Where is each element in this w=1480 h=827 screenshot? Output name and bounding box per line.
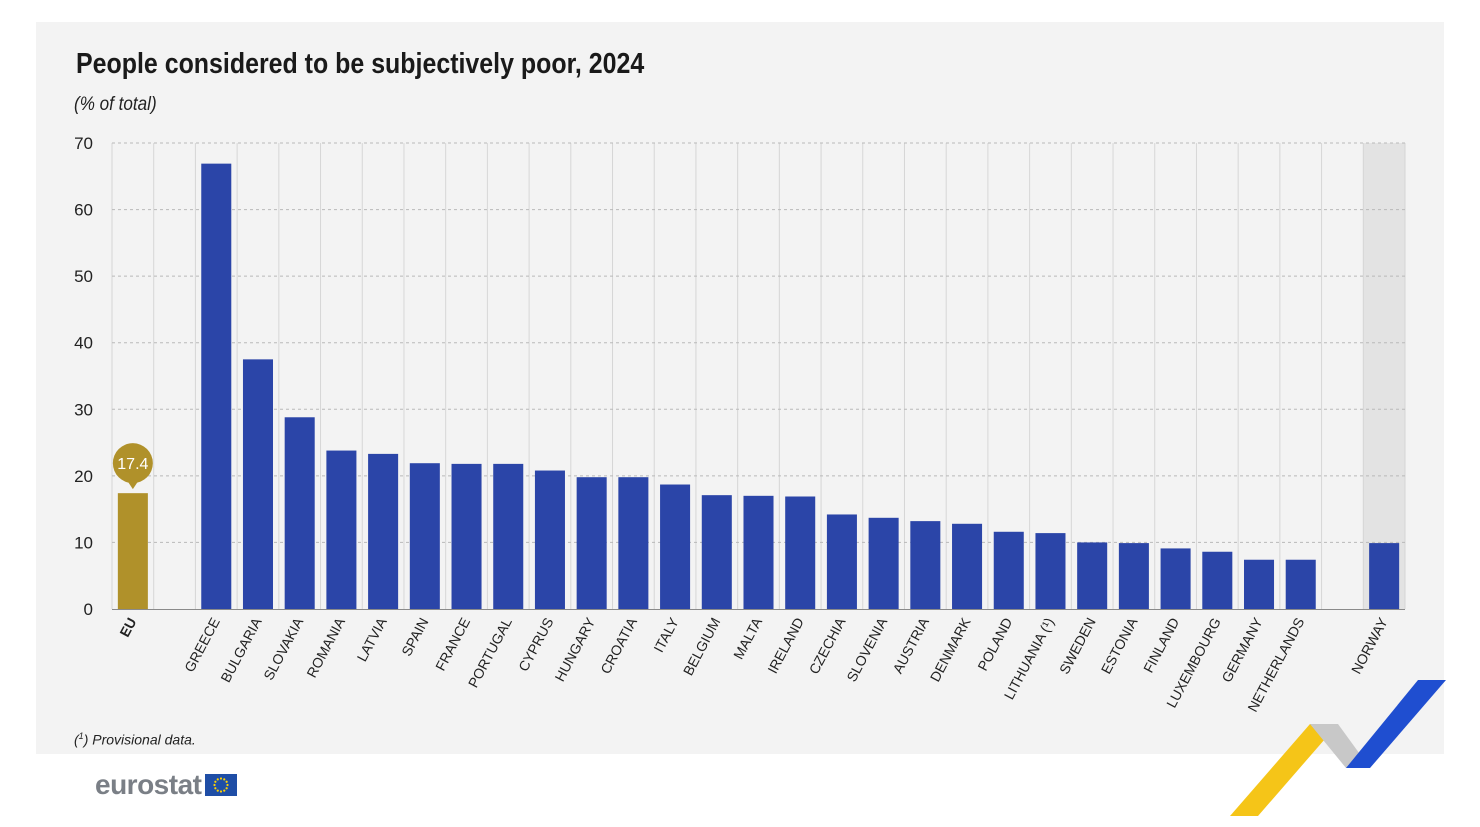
x-tick-label: SLOVENIA — [843, 614, 890, 684]
bar-netherlands — [1285, 559, 1316, 609]
flag-star — [214, 787, 217, 790]
eu-value-label: 17.4 — [117, 456, 148, 473]
x-tick-label: GREECE — [181, 615, 223, 675]
bar-france — [451, 463, 482, 609]
flag-star — [214, 780, 217, 783]
corner-yellow-stripe — [1230, 724, 1338, 816]
highlight-band — [1363, 143, 1405, 609]
bar-finland — [1160, 548, 1191, 609]
bar-slovakia — [284, 417, 315, 609]
bar-romania — [326, 450, 357, 609]
corner-decoration — [1230, 680, 1446, 816]
eu-value-bubble — [112, 443, 153, 484]
bar-czechia — [826, 514, 857, 609]
bar-cyprus — [534, 470, 565, 609]
x-tick-label: ROMANIA — [303, 614, 348, 680]
bar-austria — [910, 521, 941, 609]
bar-sweden — [1077, 542, 1108, 609]
y-tick-label: 10 — [74, 533, 93, 552]
x-tick-label: FRANCE — [432, 615, 473, 673]
x-tick-label: MALTA — [730, 614, 765, 661]
corner-blue-stripe — [1346, 680, 1446, 768]
bar-denmark — [952, 523, 983, 609]
x-tick-label: AUSTRIA — [889, 614, 932, 676]
x-tick-label: HUNGARY — [551, 614, 598, 684]
x-tick-label: NORWAY — [1348, 614, 1391, 676]
x-tick-label: CROATIA — [597, 614, 640, 676]
x-tick-label: BULGARIA — [217, 614, 265, 685]
x-tick-label: PORTUGAL — [465, 615, 515, 690]
flag-star — [220, 777, 223, 780]
bar-portugal — [493, 463, 524, 609]
bar-spain — [409, 463, 440, 609]
bar-germany — [1244, 559, 1275, 609]
bar-hungary — [576, 477, 607, 609]
x-tick-label: BELGIUM — [680, 615, 724, 678]
y-tick-label: 50 — [74, 267, 93, 286]
x-tick-label: LATVIA — [353, 614, 390, 664]
flag-star — [225, 780, 229, 783]
x-tick-label: ITALY — [650, 614, 682, 655]
eu-flag-icon — [205, 774, 238, 796]
x-tick-label: EU — [116, 615, 139, 640]
bar-latvia — [368, 453, 399, 609]
flag-star — [220, 790, 223, 793]
y-tick-label: 30 — [74, 400, 93, 419]
x-tick-label: SLOVAKIA — [260, 614, 306, 682]
x-tick-label: ESTONIA — [1098, 614, 1141, 676]
footnote: (1) Provisional data. — [74, 731, 196, 748]
eu-value-bubble-pointer — [126, 480, 139, 490]
bar-greece — [201, 163, 232, 609]
y-tick-label: 0 — [84, 600, 93, 619]
flag-star — [217, 789, 220, 792]
x-tick-label: DENMARK — [927, 614, 974, 684]
bar-luxembourg — [1202, 551, 1233, 609]
flag-star — [223, 789, 226, 792]
footnote-marker: 1 — [78, 731, 84, 741]
bar-italy — [660, 484, 691, 609]
eurostat-logo: eurostat — [95, 768, 238, 802]
logo-text: eurostat — [95, 769, 202, 800]
flag-star — [213, 783, 217, 787]
flag-star — [217, 778, 220, 781]
bar-slovenia — [868, 517, 899, 609]
bar-belgium — [701, 495, 732, 609]
chart-subtitle: (% of total) — [74, 94, 157, 115]
y-tick-label: 40 — [74, 334, 93, 353]
y-tick-label: 70 — [74, 134, 93, 153]
bar-croatia — [618, 477, 649, 609]
bar-bulgaria — [242, 359, 273, 609]
x-tick-label: POLAND — [974, 615, 1015, 673]
highlight-band-layer — [1363, 143, 1405, 609]
y-tick-label: 60 — [74, 201, 93, 220]
x-tick-label: IRELAND — [764, 615, 807, 676]
flag-star — [226, 783, 230, 787]
y-tick-label: 20 — [74, 467, 93, 486]
flag-star — [223, 778, 226, 781]
chart-title: People considered to be subjectively poo… — [76, 48, 645, 80]
bar-eu — [117, 493, 148, 609]
x-tick-label: FINLAND — [1140, 615, 1182, 675]
x-tick-label: CZECHIA — [806, 614, 849, 676]
bar-poland — [993, 531, 1024, 609]
bar-norway — [1369, 543, 1400, 609]
bar-malta — [743, 495, 774, 609]
flag-star — [225, 787, 229, 790]
x-tick-label: SPAIN — [398, 615, 431, 659]
footnote-text: Provisional data. — [92, 731, 196, 748]
x-tick-label: SWEDEN — [1056, 615, 1099, 677]
bar-estonia — [1118, 543, 1149, 609]
x-tick-label: CYPRUS — [515, 615, 557, 674]
bar-lithuania — [1035, 533, 1066, 609]
bar-ireland — [785, 496, 816, 609]
bars-layer — [117, 163, 1400, 609]
grid-layer — [111, 142, 1406, 609]
x-tick-label: GERMANY — [1218, 614, 1266, 685]
